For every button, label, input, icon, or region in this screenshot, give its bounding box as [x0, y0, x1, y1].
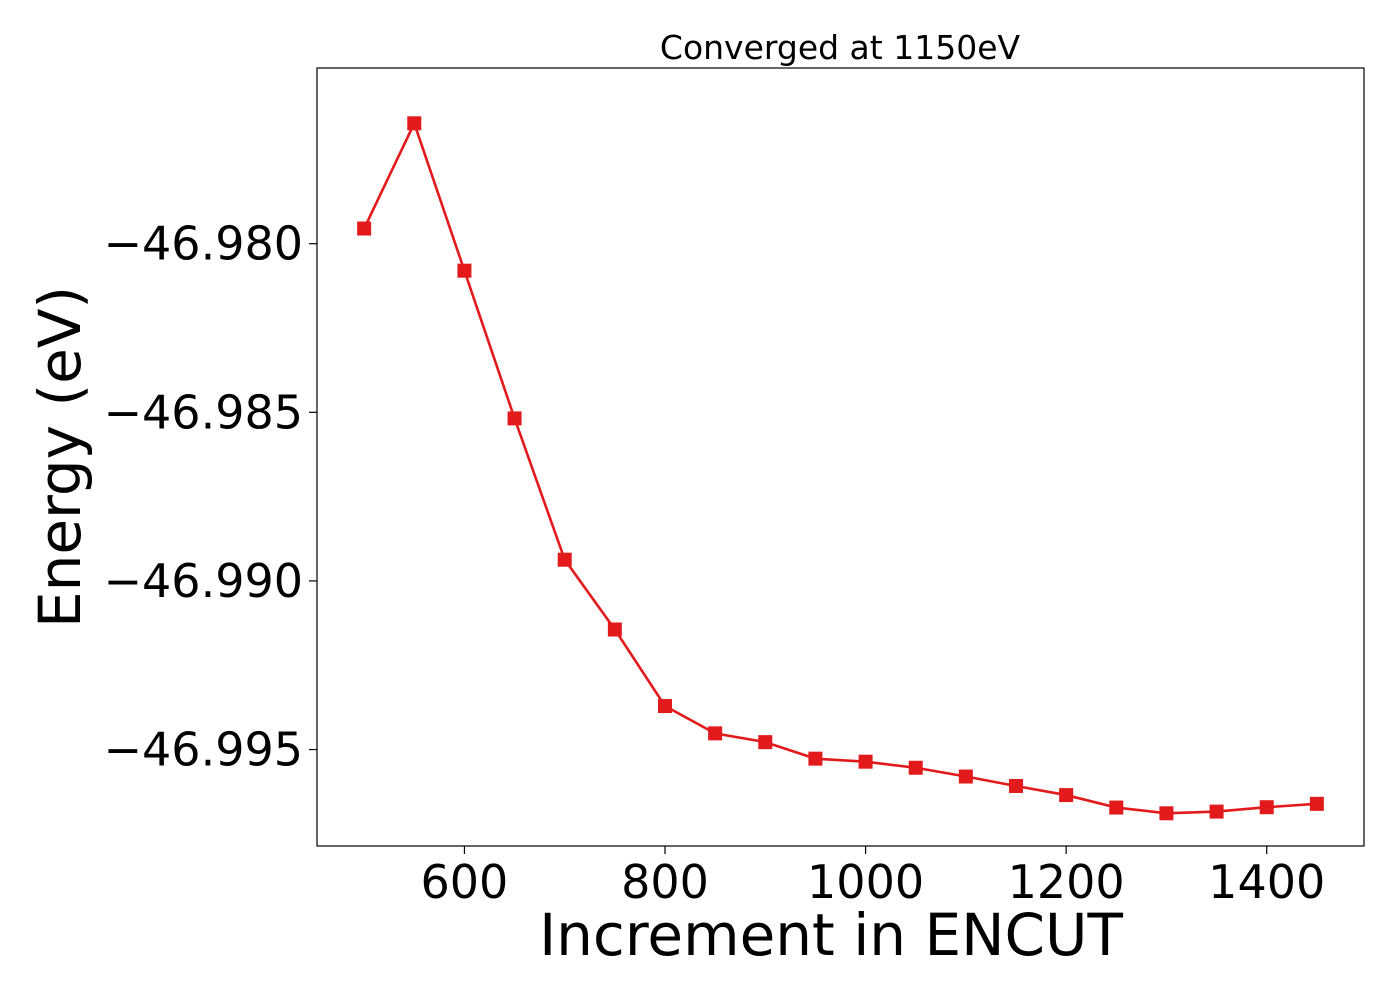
y-tick-label: −46.980: [104, 217, 304, 271]
data-point-marker: [708, 726, 723, 741]
series-layer: [357, 116, 1324, 821]
data-point-marker: [658, 699, 672, 714]
data-point-marker: [908, 760, 923, 775]
data-point-marker: [1309, 796, 1324, 811]
data-point-marker: [457, 263, 472, 278]
data-point-marker: [808, 751, 823, 766]
data-point-marker: [607, 622, 622, 637]
data-point-marker: [507, 411, 522, 426]
y-tick-label: −46.990: [104, 554, 304, 608]
data-point-marker: [1059, 788, 1074, 803]
x-tick-label: 1400: [1208, 855, 1325, 909]
x-axis-label: Increment in ENCUT: [539, 901, 1123, 969]
x-tick-label: 1200: [1008, 855, 1125, 909]
data-point-marker: [1009, 778, 1023, 793]
data-point-marker: [1209, 804, 1224, 819]
data-point-marker: [1159, 806, 1174, 821]
x-tick-label: 1000: [807, 855, 924, 909]
data-point-marker: [758, 735, 773, 750]
y-tick-label: −46.985: [104, 385, 304, 439]
data-point-marker: [1259, 800, 1274, 815]
series-line: [362, 119, 1317, 815]
data-point-marker: [357, 221, 372, 236]
x-tick-label: 600: [421, 855, 509, 909]
x-axis-ticks: 600 800 1000 1200 1400: [421, 846, 1325, 909]
data-point-marker: [557, 552, 572, 567]
x-tick-label: 800: [621, 855, 709, 909]
data-point-marker: [1109, 800, 1124, 815]
data-point-marker: [407, 116, 422, 131]
chart-title: Converged at 1150eV: [660, 28, 1021, 67]
y-tick-label: −46.995: [104, 723, 304, 777]
y-axis-ticks: −46.980 −46.985 −46.990 −46.995: [104, 217, 317, 777]
data-point-marker: [958, 769, 973, 784]
data-point-marker: [858, 754, 873, 769]
plot-frame: [316, 67, 1365, 847]
y-axis-label: Energy (eV): [26, 286, 94, 628]
